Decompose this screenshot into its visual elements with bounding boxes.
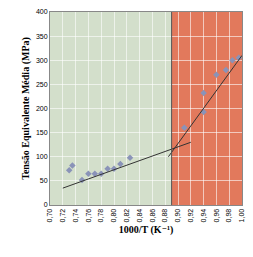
svg-text:0,82: 0,82 [123,209,130,223]
svg-text:0,88: 0,88 [161,209,168,223]
svg-text:1,00: 1,00 [238,209,245,223]
svg-text:0,86: 0,86 [149,209,156,223]
svg-text:0: 0 [44,201,48,208]
svg-text:0,76: 0,76 [85,209,92,223]
svg-text:150: 150 [36,129,48,136]
svg-text:0,74: 0,74 [72,209,79,223]
svg-text:0,92: 0,92 [187,209,194,223]
svg-text:400: 400 [36,8,48,15]
svg-text:0,96: 0,96 [213,209,220,223]
svg-text:0,98: 0,98 [225,209,232,223]
svg-text:0,90: 0,90 [174,209,181,223]
svg-text:0,84: 0,84 [136,209,143,223]
svg-text:0,72: 0,72 [59,209,66,223]
svg-text:100: 100 [36,153,48,160]
svg-text:50: 50 [40,177,48,184]
svg-text:300: 300 [36,57,48,64]
svg-text:350: 350 [36,33,48,40]
svg-text:0,94: 0,94 [200,209,207,223]
svg-text:Tensão Equivalente Média (MPa): Tensão Equivalente Média (MPa) [20,37,32,180]
svg-text:0,70: 0,70 [46,209,53,223]
svg-text:0,80: 0,80 [110,209,117,223]
svg-text:200: 200 [36,105,48,112]
svg-text:0,78: 0,78 [97,209,104,223]
svg-text:1000/T (K⁻¹): 1000/T (K⁻¹) [119,224,173,236]
svg-text:250: 250 [36,81,48,88]
